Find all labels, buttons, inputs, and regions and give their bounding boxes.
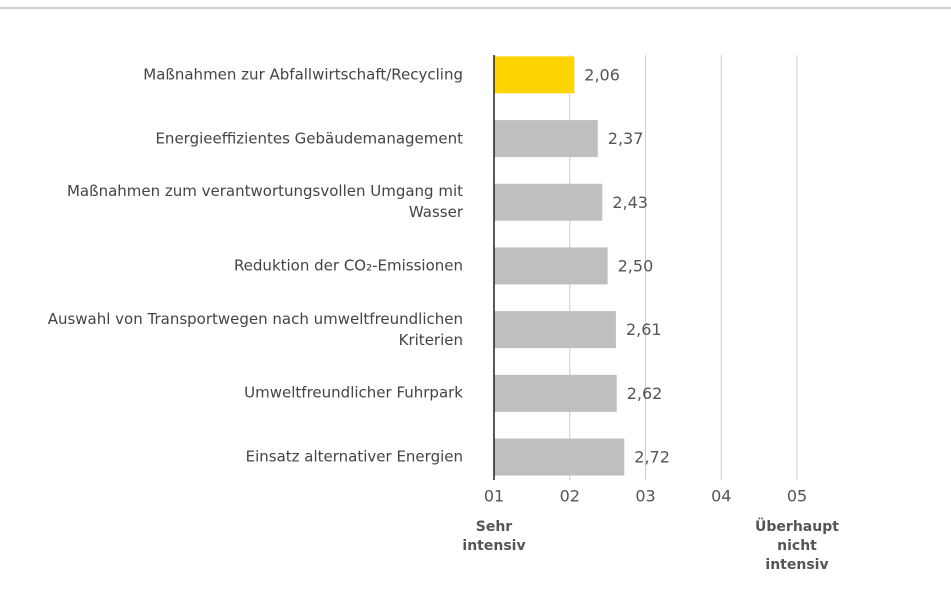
category-label: Umweltfreundlicher Fuhrpark (244, 383, 463, 402)
axis-low-label: Sehr intensiv (462, 519, 526, 554)
bar (494, 120, 598, 158)
value-label: 2,62 (627, 384, 663, 403)
value-label: 2,06 (584, 65, 620, 84)
category-label: Energieeffizientes Gebäudemanagement (155, 129, 463, 148)
x-tick-label: 05 (787, 487, 807, 506)
x-tick-label: 04 (711, 487, 731, 506)
bar (494, 56, 575, 94)
bar (494, 374, 617, 412)
category-label: Einsatz alternativer Energien (245, 447, 463, 466)
x-tick-label: 01 (484, 487, 504, 506)
bar (494, 438, 625, 476)
bar (494, 183, 603, 221)
value-label: 2,61 (626, 320, 662, 339)
value-label: 2,43 (612, 193, 648, 212)
category-label: Maßnahmen zur Abfallwirtschaft/Recycling (143, 65, 463, 84)
axis-high-label: Überhaupt nicht intensiv (755, 519, 839, 573)
value-label: 2,37 (608, 129, 644, 148)
bar (494, 247, 608, 285)
x-tick-label: 03 (635, 487, 655, 506)
category-label: Reduktion der CO₂-Emissionen (233, 256, 463, 275)
x-tick-label: 02 (560, 487, 580, 506)
category-label: Maßnahmen zum verantwortungsvollen Umgan… (66, 182, 463, 222)
value-label: 2,72 (634, 448, 670, 467)
value-label: 2,50 (618, 256, 654, 275)
bar (494, 311, 616, 349)
category-label: Auswahl von Transportwegen nach um­weltf… (47, 309, 463, 349)
